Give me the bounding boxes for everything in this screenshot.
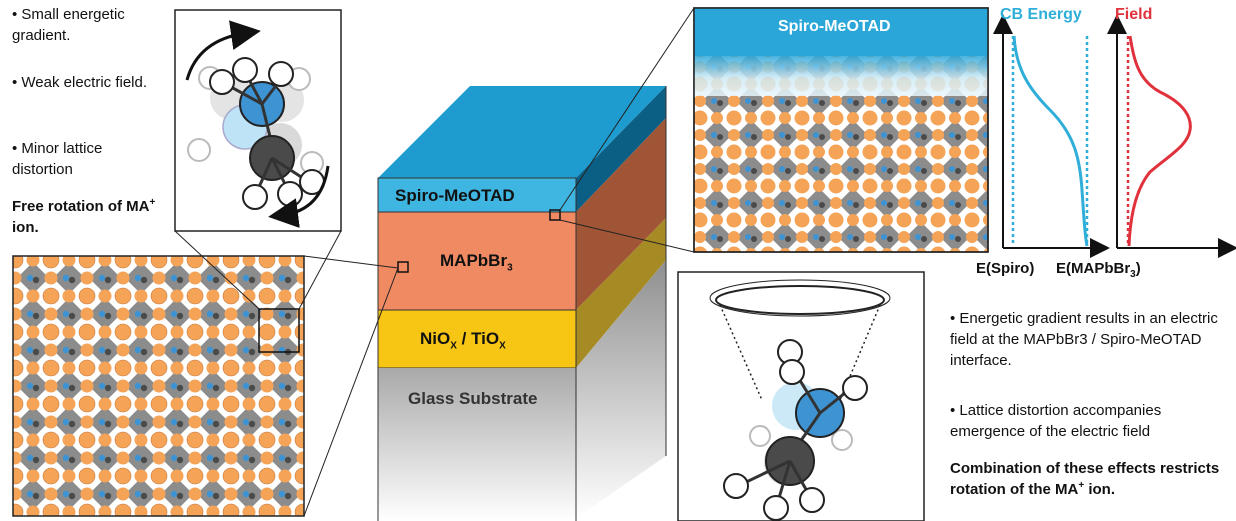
tio-sub: X xyxy=(499,340,506,352)
left-lattice xyxy=(12,255,305,517)
field-title: Field xyxy=(1115,6,1153,23)
x-label-mapbbr-end: ) xyxy=(1135,260,1141,277)
right-summary-sup: + xyxy=(1078,480,1085,491)
right-summary-text: Combination of these effects restricts r… xyxy=(950,460,1220,498)
device-stack xyxy=(377,86,667,521)
left-bullet-1: Small energetic gradient. xyxy=(12,4,162,46)
cb-energy-plot xyxy=(993,14,1110,258)
nio-tio-layer-label: NiOX / TiOX xyxy=(420,328,506,352)
left-bullet-2: Weak electric field. xyxy=(12,72,162,93)
mapbbr-main: MAPbBr xyxy=(440,251,508,270)
left-summary: Free rotation of MA+ ion. xyxy=(12,196,162,238)
glass-layer-label: Glass Substrate xyxy=(408,389,538,408)
mapbbr-sub: 3 xyxy=(507,262,513,274)
nio-sub: X xyxy=(450,340,457,352)
left-summary-suffix: ion. xyxy=(12,219,39,236)
right-summary: Combination of these effects restricts r… xyxy=(950,458,1235,500)
right-bullet-2: Lattice distortion accompanies emergence… xyxy=(950,400,1230,442)
interface-lattice xyxy=(693,7,989,253)
free-rotation-inset xyxy=(174,9,342,232)
x-label-mapbbr-main: E(MAPbBr xyxy=(1056,260,1131,277)
right-bullet-1: Energetic gradient results in an electri… xyxy=(950,308,1230,371)
lattice-zoom-box xyxy=(258,308,300,353)
cb-energy-title: CB Energy xyxy=(1000,6,1082,23)
lattice-spiro-label: Spiro-MeOTAD xyxy=(778,18,891,35)
left-summary-text: Free rotation of MA xyxy=(12,198,150,215)
x-label-mapbbr-sub: 3 xyxy=(1130,269,1136,280)
interface-marker xyxy=(549,209,561,221)
field-plot xyxy=(1107,14,1236,258)
mapbbr-layer-label: MAPbBr3 xyxy=(440,250,513,274)
right-summary-suffix: ion. xyxy=(1084,481,1115,498)
left-bullet-3: Minor lattice distortion xyxy=(12,138,162,180)
nio-sep: / TiO xyxy=(456,329,500,348)
nio-main: NiO xyxy=(420,329,451,348)
spiro-layer-label: Spiro-MeOTAD xyxy=(395,186,515,205)
x-label-spiro: E(Spiro) xyxy=(976,260,1035,277)
restricted-rotation-inset xyxy=(677,271,925,521)
mapbbr-marker xyxy=(397,261,409,273)
x-label-mapbbr: E(MAPbBr3) xyxy=(1056,258,1141,280)
left-summary-sup: + xyxy=(149,197,156,208)
